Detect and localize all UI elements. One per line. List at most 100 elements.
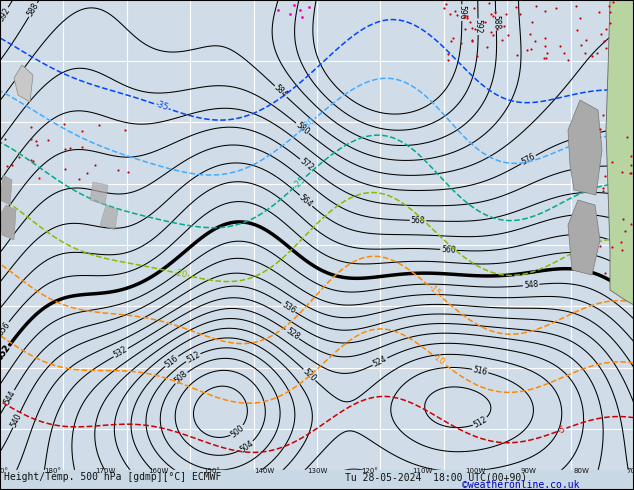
Text: 516: 516 — [472, 365, 488, 377]
Point — [601, 25, 611, 33]
Point — [295, 6, 306, 14]
Point — [503, 31, 513, 39]
Point — [599, 37, 609, 45]
Text: 544: 544 — [3, 389, 18, 406]
Point — [27, 156, 37, 164]
Text: 588: 588 — [25, 1, 41, 18]
Text: 130W: 130W — [307, 468, 327, 474]
Point — [607, 0, 618, 5]
Text: 540: 540 — [10, 412, 23, 428]
Point — [65, 144, 75, 152]
Point — [123, 168, 133, 176]
Point — [621, 133, 631, 141]
Point — [600, 269, 611, 277]
Point — [595, 125, 605, 133]
Point — [489, 8, 500, 16]
Point — [448, 34, 458, 42]
Point — [530, 37, 540, 45]
Text: -20: -20 — [173, 268, 188, 280]
Point — [94, 121, 104, 128]
Point — [604, 1, 614, 9]
Point — [540, 35, 550, 43]
Point — [443, 49, 453, 57]
Text: 180°: 180° — [44, 468, 61, 474]
Point — [563, 56, 573, 64]
Point — [499, 23, 509, 30]
Point — [304, 3, 314, 11]
Point — [441, 0, 451, 8]
Point — [594, 7, 604, 15]
Text: -25: -25 — [292, 174, 308, 190]
Point — [607, 158, 617, 166]
Point — [598, 187, 608, 195]
Text: 512: 512 — [184, 350, 202, 365]
Text: 536: 536 — [280, 300, 297, 316]
Point — [510, 3, 521, 11]
Text: 80W: 80W — [573, 468, 589, 474]
Point — [89, 161, 100, 169]
Point — [539, 54, 549, 62]
Point — [486, 10, 496, 18]
Text: 508: 508 — [173, 369, 190, 386]
Text: 568: 568 — [411, 216, 425, 225]
Text: 524: 524 — [380, 472, 398, 486]
Text: -30: -30 — [301, 116, 317, 131]
Point — [515, 10, 525, 18]
Point — [601, 44, 611, 52]
Text: 552: 552 — [0, 344, 12, 362]
Text: Height/Temp. 500 hPa [gdmp][°C] ECMWF: Height/Temp. 500 hPa [gdmp][°C] ECMWF — [4, 472, 221, 482]
Point — [273, 6, 283, 14]
Point — [42, 137, 53, 145]
Point — [600, 172, 611, 180]
Text: 500: 500 — [229, 423, 246, 439]
Text: 576: 576 — [520, 152, 537, 167]
Point — [571, 2, 581, 10]
Text: 516: 516 — [163, 353, 180, 369]
Point — [488, 31, 498, 39]
Point — [616, 238, 626, 246]
Point — [77, 143, 87, 150]
Text: 150°: 150° — [203, 468, 220, 474]
Point — [460, 25, 470, 33]
Point — [467, 37, 477, 45]
Point — [626, 220, 634, 228]
Text: 552: 552 — [0, 343, 13, 363]
Text: ©weatheronline.co.uk: ©weatheronline.co.uk — [462, 480, 579, 490]
Point — [598, 184, 608, 192]
Point — [14, 153, 24, 161]
Text: 160W: 160W — [148, 468, 169, 474]
Point — [625, 169, 634, 177]
Point — [592, 49, 602, 57]
Point — [439, 4, 449, 12]
Point — [82, 169, 93, 177]
Point — [559, 49, 569, 57]
Text: 110W: 110W — [413, 468, 433, 474]
Polygon shape — [606, 0, 634, 305]
Point — [555, 42, 565, 50]
Point — [450, 7, 460, 15]
Point — [297, 13, 307, 21]
Point — [34, 173, 44, 181]
Point — [452, 11, 462, 19]
Point — [456, 39, 467, 47]
Polygon shape — [568, 200, 600, 275]
Text: 580: 580 — [294, 120, 311, 136]
Text: 564: 564 — [297, 193, 314, 209]
Polygon shape — [568, 100, 602, 195]
Point — [525, 30, 535, 38]
Point — [28, 157, 38, 165]
Point — [445, 10, 455, 18]
Point — [497, 36, 507, 44]
Point — [482, 43, 493, 50]
Text: 592: 592 — [474, 20, 482, 34]
Text: 100W: 100W — [465, 468, 486, 474]
Point — [2, 163, 12, 171]
Point — [576, 41, 586, 49]
Point — [618, 215, 628, 223]
Point — [527, 18, 537, 25]
Text: -5: -5 — [556, 424, 567, 436]
Point — [467, 24, 477, 31]
Text: -10: -10 — [430, 352, 446, 367]
Text: 528: 528 — [284, 326, 301, 342]
Point — [120, 126, 130, 134]
